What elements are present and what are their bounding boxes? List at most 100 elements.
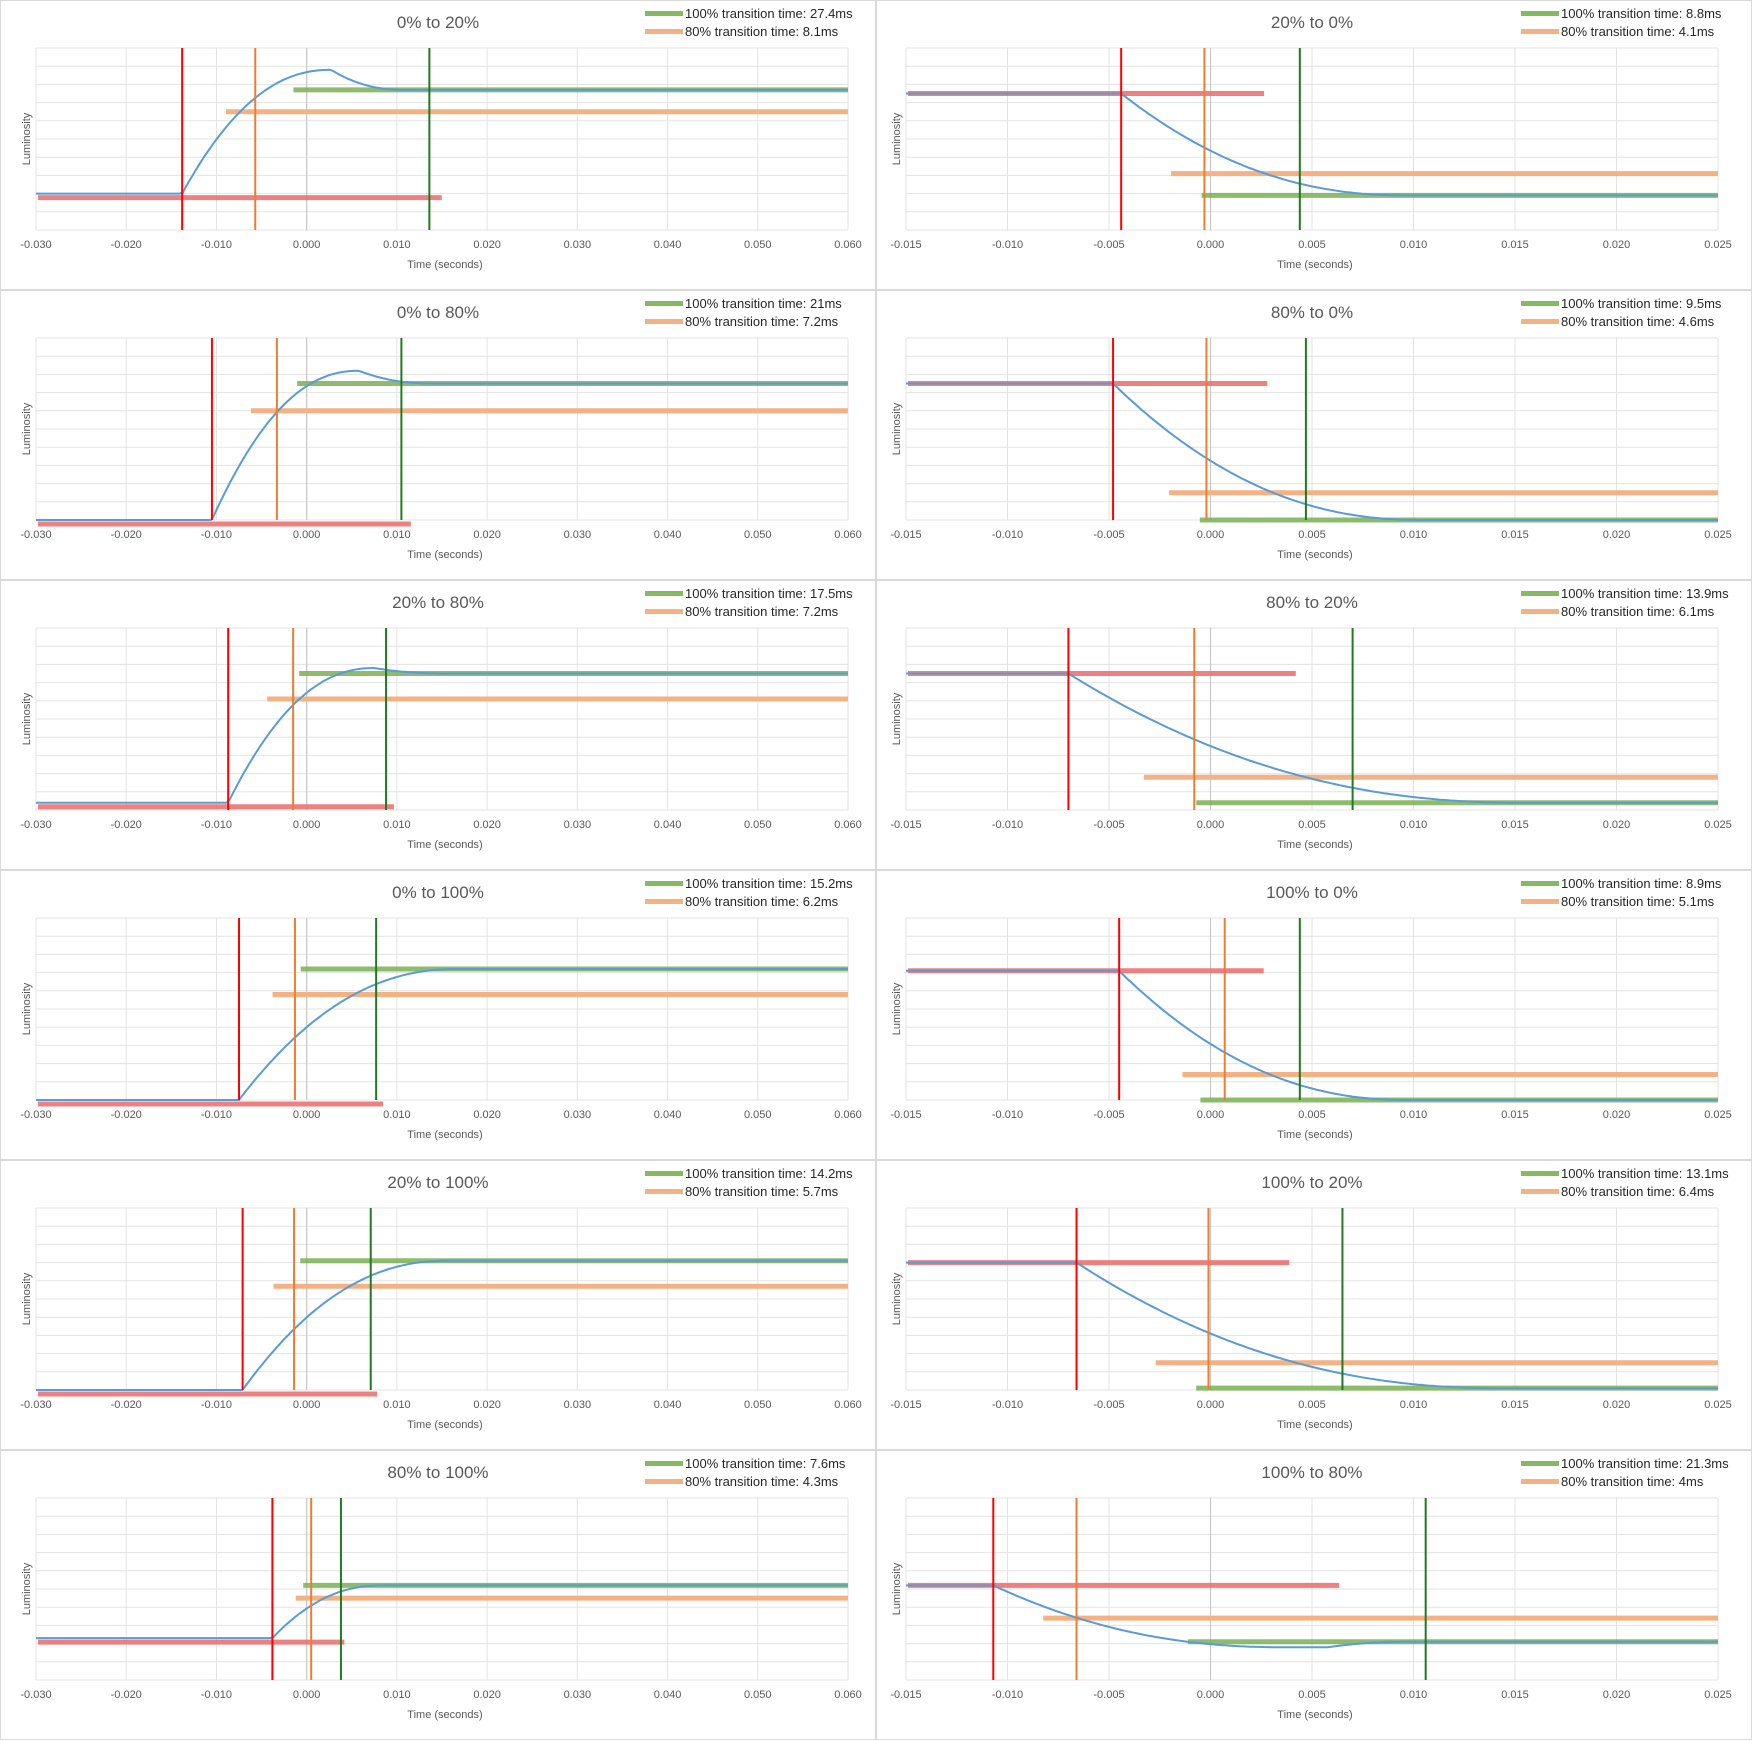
legend-entry-80: 80% transition time: 8.1ms [685, 24, 839, 39]
x-tick-label: 0.005 [1298, 1399, 1326, 1411]
legend-swatch-100 [1521, 1171, 1559, 1176]
chart-panel: -0.030 -0.020 -0.010 0.000 0.010 0.020 0.030 0.… [0, 0, 876, 290]
x-tick-label: 0.020 [473, 529, 501, 541]
x-tick-label: 0.060 [834, 1689, 862, 1701]
luminosity-series-line [36, 968, 848, 1101]
x-tick-label: 0.030 [564, 1399, 592, 1411]
x-tick-label: 0.020 [1603, 1689, 1631, 1701]
x-tick-label: -0.005 [1093, 239, 1124, 251]
y-axis-label: Luminosity [21, 1272, 33, 1325]
x-tick-label: -0.005 [1093, 1399, 1124, 1411]
x-tick-label: 0.020 [1603, 529, 1631, 541]
x-axis-label: Time (seconds) [1277, 259, 1352, 271]
x-tick-label: -0.005 [1093, 1109, 1124, 1121]
panel-border [0, 0, 876, 290]
x-tick-label: 0.025 [1704, 819, 1732, 831]
legend-entry-100: 100% transition time: 27.4ms [685, 6, 853, 21]
x-tick-label: 0.010 [1400, 819, 1428, 831]
legend-swatch-100 [645, 301, 683, 306]
x-tick-label: 0.030 [564, 1109, 592, 1121]
luminosity-series-line [906, 1584, 1718, 1649]
x-tick-label: -0.015 [890, 1399, 921, 1411]
legend-entry-80: 80% transition time: 5.1ms [1561, 894, 1715, 909]
x-tick-label: -0.010 [201, 1689, 232, 1701]
x-tick-label: 0.060 [834, 529, 862, 541]
chart-title: 100% to 20% [1261, 1173, 1362, 1192]
chart-panel: -0.015 -0.010 -0.005 0.000 0.005 0.010 0.015 0.… [876, 1450, 1752, 1740]
x-tick-label: -0.030 [20, 1689, 51, 1701]
x-tick-label: 0.015 [1501, 1689, 1529, 1701]
x-tick-label: -0.015 [890, 1689, 921, 1701]
x-tick-label: 0.000 [293, 529, 321, 541]
x-tick-label: -0.010 [201, 529, 232, 541]
x-tick-label: 0.000 [293, 1109, 321, 1121]
x-tick-label: 0.060 [834, 1109, 862, 1121]
chart-panel: -0.030 -0.020 -0.010 0.000 0.010 0.020 0.030 0.… [0, 1450, 876, 1740]
x-tick-label: 0.010 [383, 819, 411, 831]
x-tick-label: -0.010 [201, 1109, 232, 1121]
x-tick-label: 0.020 [1603, 239, 1631, 251]
chart-title: 100% to 0% [1266, 883, 1358, 902]
y-axis-label: Luminosity [21, 402, 33, 455]
x-tick-label: 0.020 [473, 819, 501, 831]
x-tick-label: -0.015 [890, 819, 921, 831]
chart-panel: -0.030 -0.020 -0.010 0.000 0.010 0.020 0.030 0.… [0, 870, 876, 1160]
legend-swatch-100 [645, 881, 683, 886]
x-axis-label: Time (seconds) [407, 259, 482, 271]
x-tick-label: -0.010 [992, 1689, 1023, 1701]
x-tick-label: 0.010 [1400, 1399, 1428, 1411]
legend-entry-100: 100% transition time: 17.5ms [685, 586, 853, 601]
x-tick-label: -0.020 [111, 1689, 142, 1701]
x-tick-label: 0.015 [1501, 1399, 1529, 1411]
x-tick-label: 0.040 [654, 1689, 682, 1701]
y-axis-label: Luminosity [891, 1562, 903, 1615]
x-axis-label: Time (seconds) [407, 839, 482, 851]
x-tick-label: -0.015 [890, 1109, 921, 1121]
chart-panel: -0.015 -0.010 -0.005 0.000 0.005 0.010 0.015 0.… [876, 290, 1752, 580]
x-tick-label: 0.020 [1603, 1399, 1631, 1411]
x-tick-label: 0.030 [564, 1689, 592, 1701]
x-tick-label: 0.000 [293, 819, 321, 831]
x-tick-label: 0.010 [383, 1689, 411, 1701]
panel-border [0, 870, 876, 1160]
x-tick-label: 0.000 [1197, 1689, 1225, 1701]
x-tick-label: -0.020 [111, 1399, 142, 1411]
legend-entry-100: 100% transition time: 15.2ms [685, 876, 853, 891]
panel-border [876, 870, 1752, 1160]
legend-entry-80: 80% transition time: 6.2ms [685, 894, 839, 909]
legend-entry-100: 100% transition time: 13.1ms [1561, 1166, 1729, 1181]
chart-title: 0% to 80% [397, 303, 479, 322]
x-tick-label: -0.020 [111, 529, 142, 541]
chart-title: 20% to 100% [387, 1173, 488, 1192]
y-axis-label: Luminosity [21, 1562, 33, 1615]
x-tick-label: -0.005 [1093, 819, 1124, 831]
panel-border [876, 580, 1752, 870]
luminosity-series-line [36, 68, 848, 195]
x-tick-label: -0.010 [992, 239, 1023, 251]
x-tick-label: -0.005 [1093, 1689, 1124, 1701]
chart-title: 0% to 100% [392, 883, 484, 902]
legend-swatch-100 [645, 591, 683, 596]
x-tick-label: -0.020 [111, 819, 142, 831]
x-tick-label: 0.025 [1704, 1399, 1732, 1411]
panel-border [0, 580, 876, 870]
x-axis-label: Time (seconds) [407, 549, 482, 561]
luminosity-series-line [906, 382, 1718, 521]
legend-swatch-80 [1521, 1189, 1559, 1194]
x-axis-label: Time (seconds) [1277, 1129, 1352, 1141]
x-tick-label: -0.010 [201, 1399, 232, 1411]
x-tick-label: 0.020 [473, 1689, 501, 1701]
y-axis-label: Luminosity [891, 982, 903, 1035]
x-tick-label: 0.010 [383, 239, 411, 251]
x-tick-label: 0.050 [744, 239, 772, 251]
luminosity-series-line [906, 1261, 1718, 1390]
legend-swatch-100 [645, 1461, 683, 1466]
legend-entry-100: 100% transition time: 21ms [685, 296, 842, 311]
chart-title: 0% to 20% [397, 13, 479, 32]
chart-panel: -0.015 -0.010 -0.005 0.000 0.005 0.010 0.015 0.… [876, 1160, 1752, 1450]
x-tick-label: 0.000 [1197, 1399, 1225, 1411]
legend-swatch-100 [1521, 301, 1559, 306]
x-tick-label: 0.015 [1501, 1109, 1529, 1121]
legend-entry-100: 100% transition time: 14.2ms [685, 1166, 853, 1181]
legend-entry-100: 100% transition time: 13.9ms [1561, 586, 1729, 601]
